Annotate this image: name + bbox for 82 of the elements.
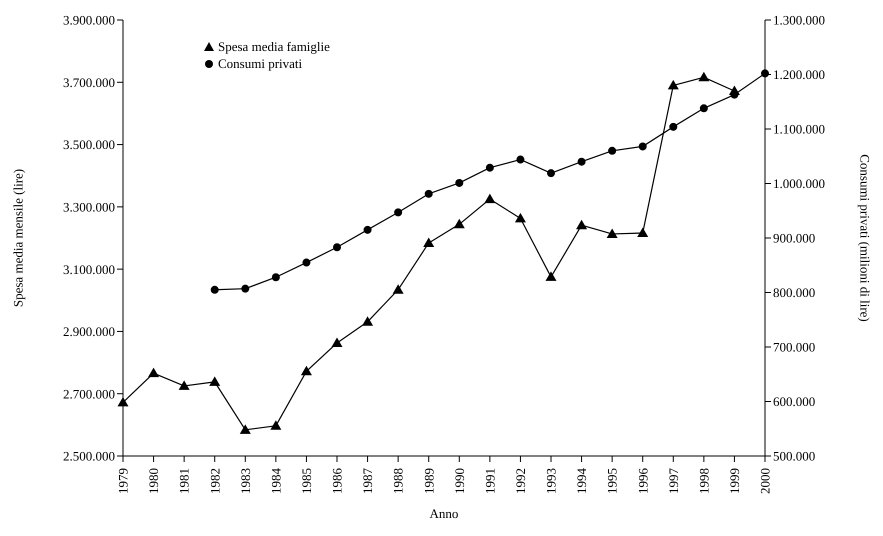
point [364,226,372,234]
y2-tick-label: 800.000 [773,285,816,300]
x-tick-label: 1982 [207,468,222,494]
y-tick-label: 3.700.000 [63,74,115,90]
y-tick-label: 3.900.000 [63,12,115,28]
x-tick-label: 1987 [360,468,376,494]
point [668,80,679,90]
point [333,243,341,252]
point [546,271,556,281]
point [332,337,342,347]
x-tick-label: 1996 [635,468,650,494]
point [118,396,128,406]
point [455,178,464,187]
x-tick-label: 1997 [666,468,681,494]
x-tick-label: 1986 [330,468,345,494]
x-tick-label: 1995 [604,468,620,494]
point [270,420,282,430]
y-axis-title: Spesa media mensile (lire) [10,168,26,308]
point [241,284,250,293]
x-tick-label: 1998 [696,468,712,494]
point [209,376,220,386]
x-tick-label: 1999 [726,468,742,494]
y2-tick-label: 1.200.000 [773,67,825,82]
point [761,69,769,78]
x-tick-label: 1988 [390,468,406,494]
y2-tick-label: 600.000 [773,394,816,410]
x-tick-label: 1984 [268,468,284,494]
point [424,190,433,198]
point [606,228,618,238]
y2-axis-title: Consumi privati (milioni di lire) [857,154,872,322]
point [700,104,708,112]
point [514,212,526,222]
y-tick-label: 2.500.000 [63,448,115,464]
x-tick-label: 1989 [421,468,436,494]
point [547,169,555,178]
y2-tick-label: 700.000 [773,340,816,355]
y2-tick-label: 1.100.000 [773,122,825,137]
x-tick-label: 1983 [238,468,253,494]
x-tick-label: 1993 [544,468,559,494]
point [637,228,648,238]
point [638,142,647,150]
y-tick-label: 3.500.000 [63,137,115,152]
legend-label: Spesa media famiglie [218,38,330,55]
point [392,284,404,294]
y2-tick-label: 500.000 [773,448,816,464]
point [178,380,190,390]
y2-tick-label: 1.000.000 [773,176,825,192]
y-tick-label: 2.700.000 [63,386,115,402]
x-tick-label: 1979 [116,468,131,494]
point [423,237,434,247]
x-tick-label: 2000 [758,468,773,494]
y-tick-label: 3.100.000 [63,262,115,277]
x-tick-label: 1992 [512,468,528,494]
point [394,208,402,216]
point [362,316,374,326]
point [454,218,465,228]
point [698,72,710,82]
x-tick-label: 1991 [482,468,498,494]
x-axis-title: Anno [430,506,458,521]
point [210,286,219,294]
point [486,164,494,172]
y2-tick-label: 1.300.000 [773,12,825,28]
x-tick-label: 1980 [146,468,162,494]
point [272,273,280,282]
y2-tick-label: 900.000 [773,230,816,246]
point [608,146,616,155]
point [300,366,312,376]
x-tick-label: 1990 [452,468,467,494]
point [578,158,586,166]
x-tick-label: 1994 [574,468,590,494]
point [302,258,310,267]
x-tick-label: 1981 [176,468,192,494]
y-tick-label: 2.900.000 [63,324,115,340]
y-tick-label: 3.300.000 [63,199,115,214]
point [516,156,524,164]
point [148,368,160,378]
x-tick-label: 1985 [298,468,314,494]
point [240,424,251,434]
point [669,122,678,131]
point [576,220,588,230]
legend-label: Consumi privati [218,55,302,72]
point [484,194,496,204]
